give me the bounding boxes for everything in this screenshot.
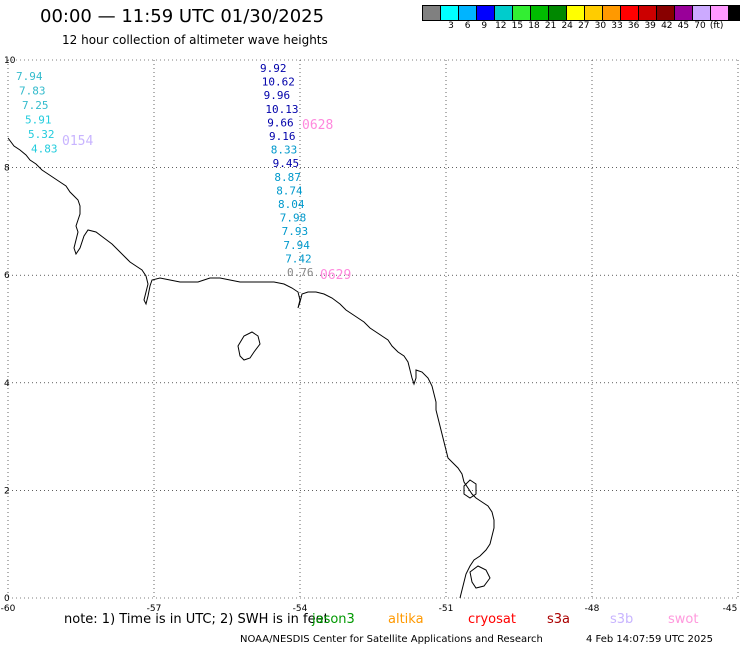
satellite-legend-item: swot (668, 612, 699, 627)
wave-height-value: 7.94 (16, 70, 43, 83)
generation-timestamp: 4 Feb 14:07:59 UTC 2025 (586, 634, 713, 645)
page-title: 00:00 — 11:59 UTC 01/30/2025 (40, 6, 325, 27)
river-mouth (469, 565, 491, 589)
longitude-tick-label: -54 (293, 604, 308, 614)
wave-height-value: 7.98 (280, 212, 307, 225)
wave-height-value: 9.96 (264, 89, 291, 102)
altimeter-track-west: 7.94 7.837.25 5.915.32 4.83 0154 (16, 70, 93, 156)
satellite-legend-item: s3a (547, 612, 571, 627)
wave-height-value: 9.66 (267, 116, 294, 129)
satellite-legend-item: s3b (610, 612, 634, 627)
coastline (7, 137, 495, 599)
pass-time-label: 0154 (62, 134, 93, 149)
wave-height-value: 5.32 (28, 128, 55, 141)
credit-line: NOAA/NESDIS Center for Satellite Applica… (240, 634, 543, 645)
altimeter-track-center: 9.9210.629.9610.139.669.168.339.458.878.… (260, 62, 351, 283)
wave-height-value: 0.76 (287, 266, 314, 279)
wave-height-value: 7.94 (283, 239, 310, 252)
wave-height-value: 7.93 (282, 225, 309, 238)
legend-label: 70 (694, 21, 706, 31)
longitude-tick-label: -57 (147, 604, 162, 614)
wave-height-value: 8.33 (271, 144, 298, 157)
legend-label: 18 (528, 21, 540, 31)
latitude-tick-label: 6 (4, 271, 10, 281)
legend-label: 30 (594, 21, 607, 31)
pass-time-label: 0628 (302, 118, 333, 133)
latitude-tick-label: 2 (4, 486, 10, 496)
longitude-tick-label: -60 (1, 604, 16, 614)
wave-height-value: 8.74 (276, 184, 303, 197)
island-small (463, 479, 477, 499)
latitude-tick-label: 4 (4, 379, 10, 389)
island (237, 331, 261, 361)
longitude-tick-label: -45 (723, 604, 738, 614)
latitude-axis-labels: 0 2 4 6 8 10 (4, 56, 16, 604)
legend-label: 33 (611, 21, 623, 31)
legend-label: 15 (511, 21, 524, 31)
legend-label: 45 (677, 21, 690, 31)
legend-label: 3 (448, 21, 454, 31)
legend-label: 39 (644, 21, 656, 31)
legend-label: 36 (627, 21, 640, 31)
wave-height-value: 10.62 (262, 76, 295, 89)
coastline-main (7, 137, 495, 599)
legend-label: 12 (495, 21, 507, 31)
legend-label: 42 (661, 21, 673, 31)
satellite-legend-item: altika (388, 612, 424, 627)
legend-label: 24 (561, 21, 573, 31)
wave-height-value: 9.16 (269, 130, 296, 143)
legend-label: 21 (544, 21, 557, 31)
page-subtitle: 12 hour collection of altimeter wave hei… (62, 33, 328, 47)
longitude-tick-label: -48 (585, 604, 600, 614)
color-legend-bar (422, 5, 740, 21)
wave-height-value: 4.83 (31, 143, 58, 156)
legend-label: (ft) (709, 21, 724, 31)
satellite-legend-item: cryosat (468, 612, 516, 627)
wave-height-value: 5.91 (25, 114, 52, 127)
wave-height-value: 7.83 (19, 85, 46, 98)
wave-height-value: 9.45 (273, 157, 300, 170)
wave-height-value: 7.42 (285, 252, 312, 265)
pass-time-label: 0629 (320, 268, 351, 283)
legend-label: 6 (464, 21, 471, 31)
footer-note: note: 1) Time is in UTC; 2) SWH is in fe… (64, 612, 329, 627)
legend-label: 9 (481, 21, 488, 31)
wave-height-value: 7.25 (22, 99, 49, 112)
latitude-tick-label: 8 (4, 164, 10, 174)
map-grid (7, 59, 739, 599)
color-legend-labels: 3 6 9 12 15 18 21 24 27 30 33 36 39 42 45 70 (ft) (422, 21, 740, 33)
legend-swatch (728, 5, 740, 21)
satellite-legend-item: jason3 (312, 612, 355, 627)
wave-height-value: 8.04 (278, 198, 305, 211)
legend-label: 27 (578, 21, 590, 31)
longitude-tick-label: -51 (439, 604, 454, 614)
latitude-tick-label: 0 (4, 594, 10, 604)
latitude-tick-label: 10 (4, 56, 16, 66)
wave-height-value: 8.87 (274, 171, 301, 184)
wave-height-value: 9.92 (260, 62, 287, 75)
longitude-axis-labels: -60 -57 -54 -51 -48 -45 (1, 604, 738, 614)
wave-height-value: 10.13 (265, 103, 298, 116)
